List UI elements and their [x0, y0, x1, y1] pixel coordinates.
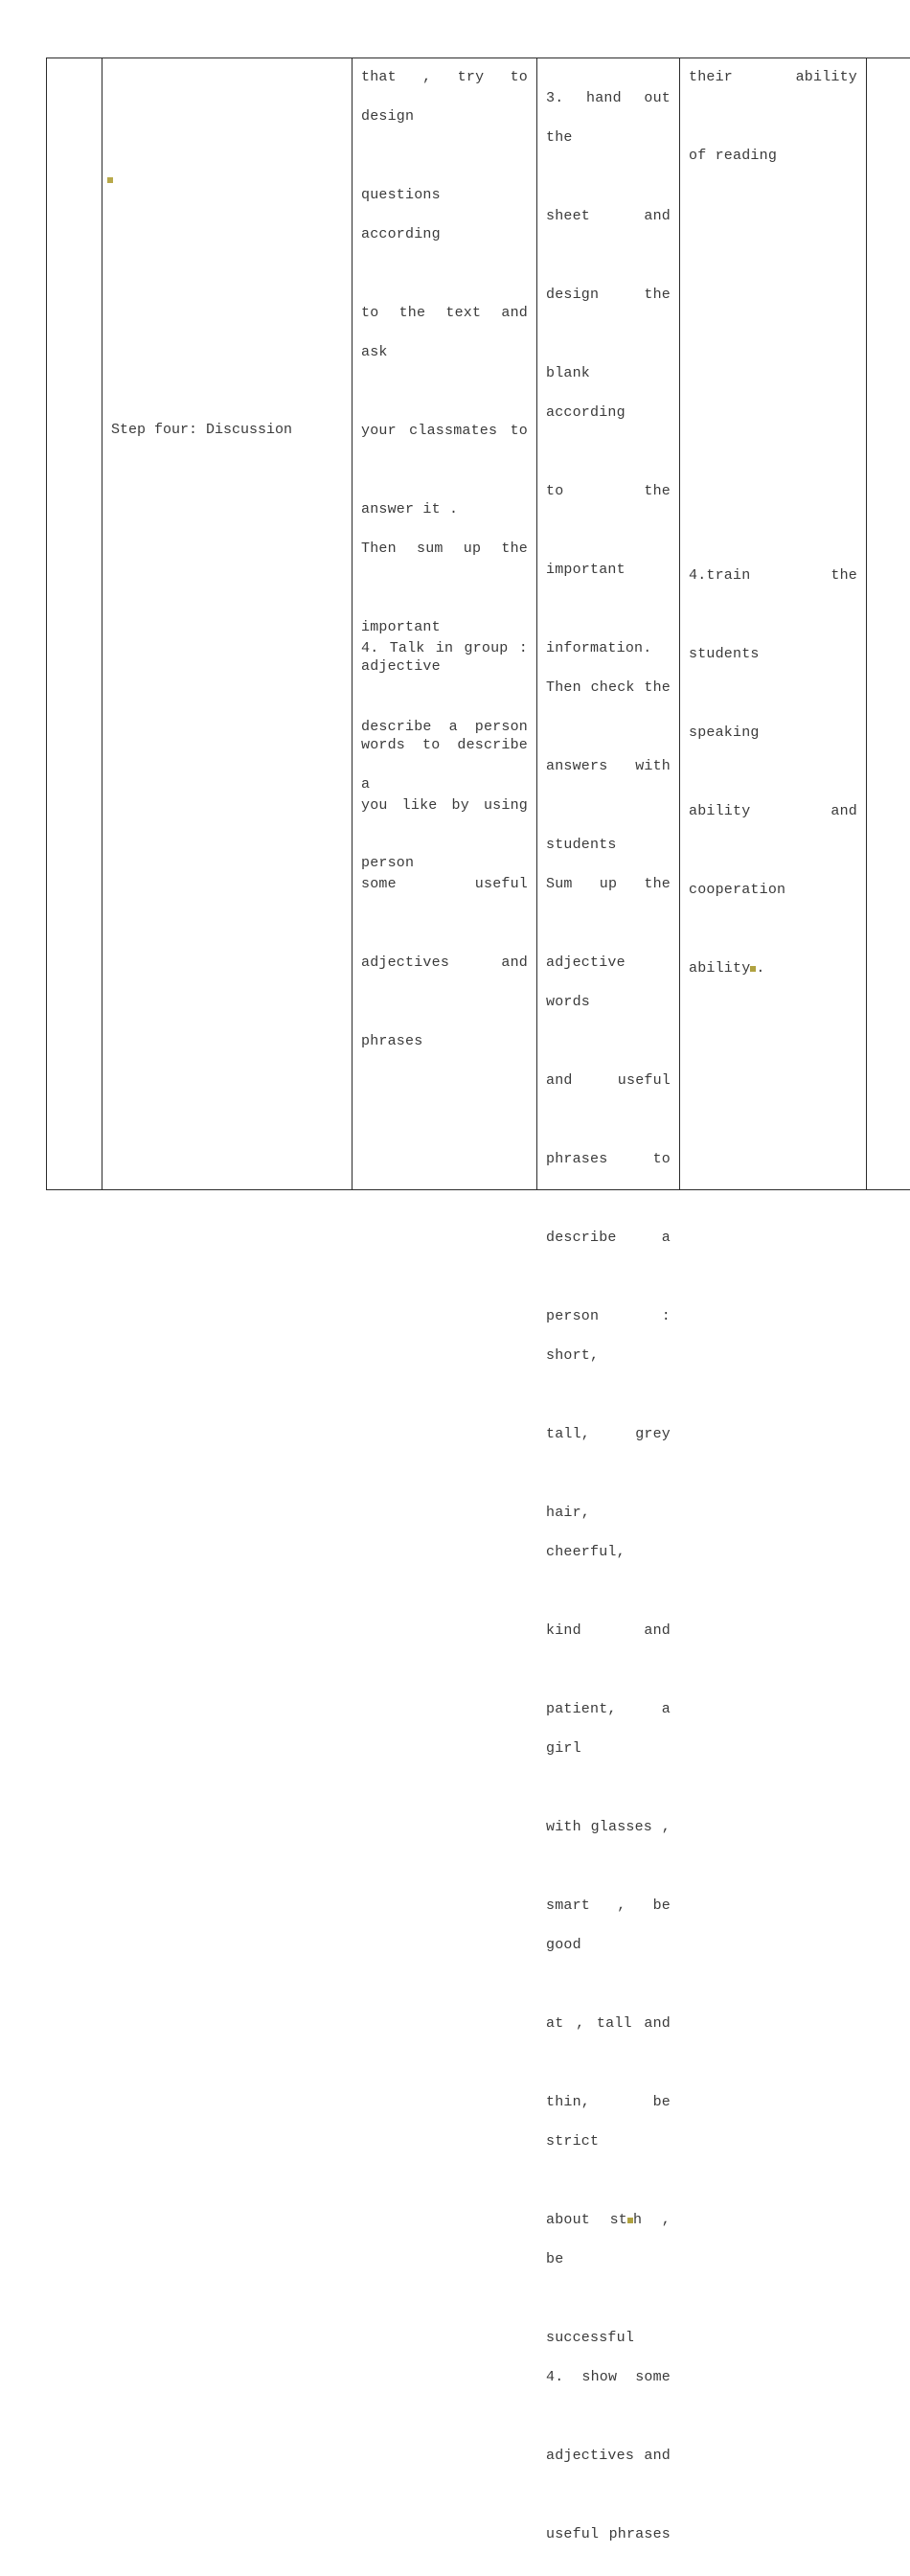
text-line: Then check the answers with students — [546, 668, 671, 864]
line-8: Then check the — [546, 668, 671, 747]
line-3: speaking — [689, 713, 857, 792]
line-1: that , try to design — [361, 58, 528, 175]
line-4: your classmates to — [361, 411, 528, 490]
line-17: tall, grey — [546, 1414, 671, 1493]
purpose-block-1: their ability of reading — [689, 58, 857, 175]
line-2: describe a person — [361, 707, 528, 786]
text-line: 4. show some adjectives and useful phras… — [546, 2358, 671, 2576]
line-5: adjectives and — [361, 943, 528, 1022]
table-row: Step four: Discussion that , try to desi… — [47, 58, 910, 1190]
text-line: 3. hand out the sheet and design the bla… — [546, 79, 671, 668]
line-2: students — [689, 634, 857, 713]
document-page: Step four: Discussion that , try to desi… — [0, 0, 910, 1288]
stage-content: Step four: Discussion — [102, 58, 352, 1189]
text-line: 4. Talk in group : describe a person you… — [361, 629, 528, 1061]
line-9: answers with — [546, 747, 671, 825]
line-26: successful — [546, 2330, 634, 2346]
line-6: phrases — [361, 1033, 422, 1049]
line-18: hair, cheerful, — [546, 1493, 671, 1611]
line-7: information. — [546, 640, 651, 656]
line-28: adjectives and — [546, 2436, 671, 2515]
lesson-plan-table: Step four: Discussion that , try to desi… — [46, 58, 910, 1190]
line-12: adjective words — [546, 943, 671, 1061]
line-3: you like by using — [361, 786, 528, 864]
line-4: some useful — [361, 864, 528, 943]
line-5: answer it . — [361, 501, 458, 518]
highlight-square-mark — [107, 177, 113, 183]
line-14: phrases to — [546, 1139, 671, 1218]
table-cell-narrow-left — [47, 58, 102, 1190]
line-21: with glasses , — [546, 1807, 671, 1886]
line-6: important — [546, 550, 671, 629]
line-4: ability and — [689, 792, 857, 870]
line-24: thin, be strict — [546, 2082, 671, 2200]
student-activity-content: that , try to design questions according… — [353, 58, 536, 1189]
line-13: and useful — [546, 1061, 671, 1139]
text-line: Sum up the adjective words and useful ph… — [546, 864, 671, 2358]
narrow-right-content — [867, 58, 910, 1189]
line-6-pre: ability — [689, 960, 750, 977]
line-2: questions according — [361, 175, 528, 293]
table-cell-teacher-activity: 3. hand out the sheet and design the bla… — [537, 58, 680, 1190]
line-11: Sum up the — [546, 864, 671, 943]
line-15: describe a — [546, 1218, 671, 1297]
line-4: blank according — [546, 354, 671, 472]
line-5: to the — [546, 472, 671, 550]
line-1: 4.train the — [689, 556, 857, 634]
table-cell-stage: Step four: Discussion — [102, 58, 353, 1190]
line-3: design the — [546, 275, 671, 354]
line-16: person : short, — [546, 1297, 671, 1414]
table-cell-narrow-right — [867, 58, 910, 1190]
line-6-post: . — [756, 960, 764, 977]
student-activity-block-2: 4. Talk in group : describe a person you… — [361, 629, 528, 1061]
line-19: kind and — [546, 1611, 671, 1690]
teacher-activity-block: 3. hand out the sheet and design the bla… — [546, 79, 671, 2576]
purpose-content: their ability of reading 4.train the stu… — [680, 58, 866, 1189]
teacher-activity-content: 3. hand out the sheet and design the bla… — [537, 58, 679, 1189]
line-3: to the text and ask — [361, 293, 528, 411]
line-23: at , tall and — [546, 2004, 671, 2082]
table-cell-purpose: their ability of reading 4.train the stu… — [680, 58, 867, 1190]
line-20: patient, a girl — [546, 1690, 671, 1807]
line-2: of reading — [689, 148, 777, 164]
line-29: useful phrases — [546, 2515, 671, 2576]
text-line: 4.train the students speaking ability an… — [689, 556, 857, 988]
line-1: 4. Talk in group : — [361, 629, 528, 707]
line-22: smart , be good — [546, 1886, 671, 2004]
line-6: Then sum up the — [361, 529, 528, 608]
line-25-pre: about st — [546, 2212, 627, 2228]
text-line: their ability of reading — [689, 58, 857, 175]
line-2: sheet and — [546, 196, 671, 275]
stage-label: Step four: Discussion — [111, 410, 343, 449]
line-5: cooperation — [689, 870, 857, 949]
purpose-block-2: 4.train the students speaking ability an… — [689, 556, 857, 988]
line-27: 4. show some — [546, 2358, 671, 2436]
narrow-left-content — [47, 58, 102, 1189]
line-10: students — [546, 837, 617, 853]
line-6: ability. — [689, 960, 765, 977]
text-line: that , try to design questions according… — [361, 58, 528, 529]
line-1: 3. hand out the — [546, 79, 671, 196]
table-cell-student-activity: that , try to design questions according… — [353, 58, 537, 1190]
line-1: their ability — [689, 58, 857, 136]
